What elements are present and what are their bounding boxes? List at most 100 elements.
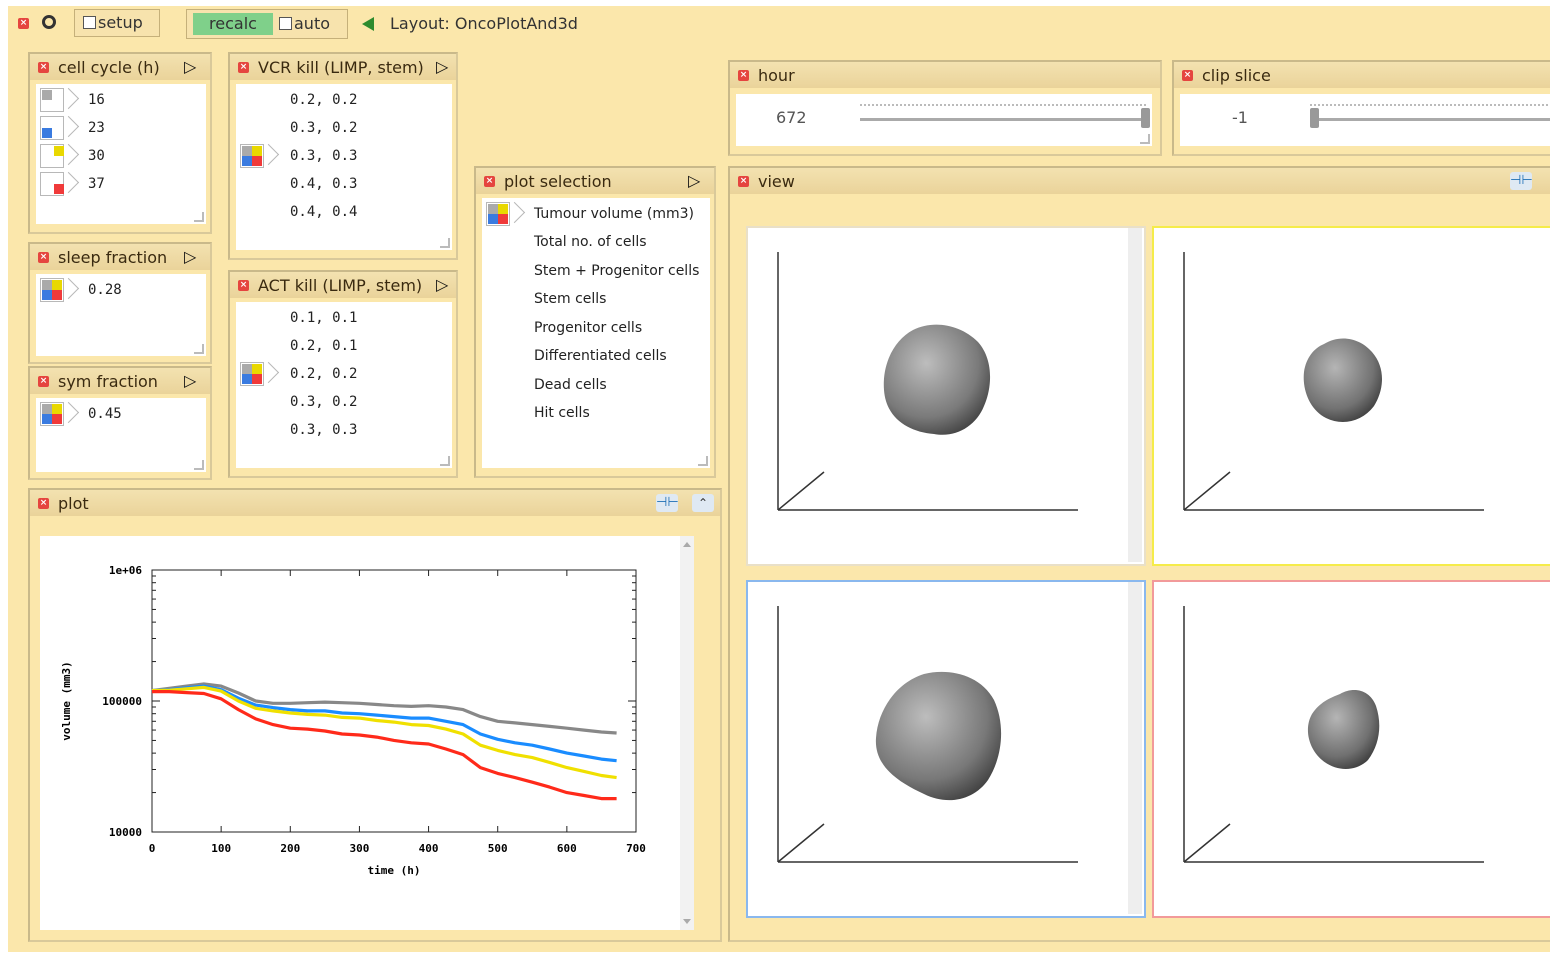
list-item[interactable]: 0.3, 0.3 (290, 422, 358, 438)
back-arrow-icon[interactable] (362, 17, 374, 31)
clip-slice-control: -1 (1180, 94, 1550, 146)
list-item[interactable]: Total no. of cells (534, 234, 647, 250)
list-item[interactable]: 16 (88, 92, 105, 108)
close-icon[interactable]: × (484, 176, 495, 187)
close-icon[interactable]: × (238, 62, 249, 73)
close-icon[interactable]: × (238, 280, 249, 291)
recalc-button[interactable]: recalc (193, 13, 273, 35)
list-item[interactable]: Hit cells (534, 405, 590, 421)
y-axis-label: volume (mm3) (60, 661, 73, 740)
close-icon[interactable]: × (38, 252, 49, 263)
auto-label: auto (294, 14, 331, 33)
color-chip-blue[interactable] (40, 115, 80, 140)
view-cell-gray[interactable] (746, 226, 1146, 566)
list-item[interactable]: 0.2, 0.2 (290, 92, 358, 108)
resize-grip-icon[interactable] (194, 212, 204, 222)
collapse-icon[interactable]: ⌃ (692, 494, 714, 512)
sleep-fraction-title: sleep fraction (58, 248, 168, 267)
scroll-down-icon[interactable] (683, 919, 691, 924)
list-item[interactable]: 0.2, 0.1 (290, 338, 358, 354)
series-line-blue (151, 684, 617, 763)
vcr-kill-title: VCR kill (LIMP, stem) (258, 58, 424, 77)
list-item[interactable]: 0.3, 0.3 (290, 148, 358, 164)
clip-slice-slider-track[interactable] (1310, 118, 1550, 121)
clip-slice-panel: × clip slice -1 (1172, 60, 1550, 156)
hour-slider-track[interactable] (860, 118, 1146, 121)
color-chip-multi[interactable] (40, 277, 80, 302)
resize-grip-icon[interactable] (440, 456, 450, 466)
list-item[interactable]: 0.3, 0.2 (290, 120, 358, 136)
color-chip-multi[interactable] (240, 361, 280, 386)
view-cell-yellow[interactable] (1152, 226, 1550, 566)
color-chip-multi[interactable] (486, 201, 526, 226)
list-item[interactable]: 0.4, 0.3 (290, 176, 358, 192)
list-item[interactable]: 30 (88, 148, 105, 164)
close-window-icon[interactable]: × (18, 18, 29, 29)
expand-icon[interactable]: ▷ (184, 247, 197, 266)
list-item[interactable]: 0.3, 0.2 (290, 394, 358, 410)
list-item[interactable]: 0.4, 0.4 (290, 204, 358, 220)
expand-icon[interactable]: ▷ (184, 371, 197, 390)
act-kill-list: 0.1, 0.1 0.2, 0.1 0.2, 0.2 0.3, 0.2 0.3,… (236, 302, 452, 468)
expand-icon[interactable]: ▷ (688, 171, 701, 190)
view-cell-red[interactable] (1152, 580, 1550, 918)
recalc-group: recalc auto (186, 9, 348, 39)
tumour-3d-render (1183, 606, 1484, 863)
color-chip-multi[interactable] (240, 143, 280, 168)
plot-title: plot (58, 494, 89, 513)
list-item[interactable]: 37 (88, 176, 105, 192)
list-item[interactable]: 0.2, 0.2 (290, 366, 358, 382)
list-item[interactable]: Stem cells (534, 291, 607, 307)
series-line-gray (151, 682, 617, 735)
sleep-fraction-panel: × sleep fraction ▷ 0.28 (28, 242, 212, 364)
auto-checkbox-box[interactable] (279, 17, 292, 30)
list-item[interactable]: 23 (88, 120, 105, 136)
expand-icon[interactable]: ▷ (436, 57, 449, 76)
list-item[interactable]: Differentiated cells (534, 348, 667, 364)
color-chip-gray[interactable] (40, 87, 80, 112)
close-icon[interactable]: × (1182, 70, 1193, 81)
list-item[interactable]: Stem + Progenitor cells (534, 263, 700, 279)
color-chip-multi[interactable] (40, 401, 80, 426)
list-item[interactable]: Tumour volume (mm3) (534, 206, 695, 222)
setup-checkbox-box[interactable] (83, 16, 96, 29)
view-grid (738, 208, 1550, 938)
hour-titlebar: × hour (730, 62, 1160, 88)
y-tick-label: 10000 (109, 826, 142, 839)
auto-checkbox[interactable]: auto (279, 13, 330, 35)
list-item[interactable]: Progenitor cells (534, 320, 643, 336)
close-icon[interactable]: × (738, 70, 749, 81)
pin-icon[interactable]: ⊣⊢ (656, 494, 679, 512)
close-icon[interactable]: × (38, 498, 49, 509)
color-chip-yellow[interactable] (40, 143, 80, 168)
close-icon[interactable]: × (738, 176, 749, 187)
resize-grip-icon[interactable] (1140, 134, 1150, 144)
resize-grip-icon[interactable] (698, 456, 708, 466)
plot-selection-list: Tumour volume (mm3) Total no. of cells S… (482, 198, 710, 468)
plot-panel: × plot ⊣⊢ ⌃ 10000 100000 1e+06 0 100 200 300 40… (28, 488, 722, 942)
close-icon[interactable]: × (38, 62, 49, 73)
list-item[interactable]: 0.45 (88, 406, 122, 422)
pin-icon[interactable]: ⊣⊢ (1510, 172, 1533, 190)
list-item[interactable]: 0.1, 0.1 (290, 310, 358, 326)
color-chip-red[interactable] (40, 171, 80, 196)
clip-slice-titlebar: × clip slice (1174, 62, 1550, 88)
resize-grip-icon[interactable] (440, 238, 450, 248)
vcr-kill-list: 0.2, 0.2 0.3, 0.2 0.3, 0.3 0.4, 0.3 0.4,… (236, 84, 452, 250)
sleep-fraction-list: 0.28 (36, 274, 206, 356)
resize-grip-icon[interactable] (194, 460, 204, 470)
setup-checkbox[interactable]: setup (74, 9, 160, 37)
list-item[interactable]: Dead cells (534, 377, 607, 393)
hour-slider-thumb[interactable] (1141, 108, 1150, 128)
hour-control: 672 (736, 94, 1152, 146)
scroll-up-icon[interactable] (683, 542, 691, 547)
close-icon[interactable]: × (38, 376, 49, 387)
clip-slice-slider-thumb[interactable] (1310, 108, 1319, 128)
expand-icon[interactable]: ▷ (436, 275, 449, 294)
plot-scrollbar[interactable] (680, 536, 694, 930)
gear-icon[interactable] (42, 15, 56, 29)
list-item[interactable]: 0.28 (88, 282, 122, 298)
view-cell-blue[interactable] (746, 580, 1146, 918)
resize-grip-icon[interactable] (194, 344, 204, 354)
expand-icon[interactable]: ▷ (184, 57, 197, 76)
